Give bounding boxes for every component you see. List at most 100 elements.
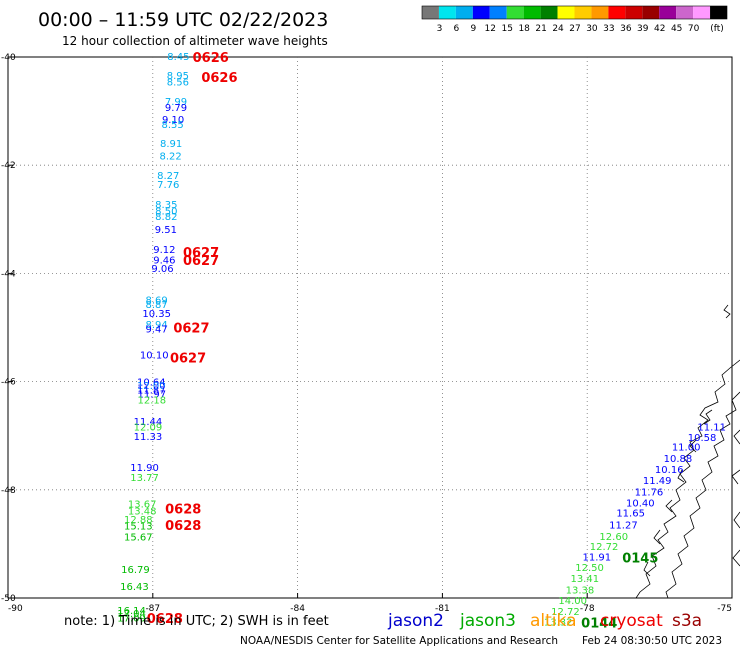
colorbar-swatch xyxy=(574,6,592,19)
footer-timestamp: Feb 24 08:30:50 UTC 2023 xyxy=(582,635,722,647)
wave-height-value: 13.32 xyxy=(544,617,573,628)
wave-height-value: 12.88 xyxy=(124,515,153,526)
colorbar-label: 3 xyxy=(437,24,443,34)
colorbar-swatch xyxy=(489,6,507,19)
colorbar-swatch xyxy=(472,6,490,19)
gridlines xyxy=(8,57,732,598)
wave-height-value: 11.11 xyxy=(697,423,726,434)
wave-height-value: 11.76 xyxy=(635,488,664,499)
wave-height-value: 8.95 xyxy=(167,71,189,82)
colorbar-label: 70 xyxy=(688,24,700,34)
wave-height-value: 12.18 xyxy=(138,396,167,407)
wave-height-value: 11.44 xyxy=(134,417,163,428)
wave-height-value: 10.35 xyxy=(142,309,171,320)
y-tick-label: -42 xyxy=(1,161,16,171)
pass-time-label: 0628 xyxy=(147,612,183,627)
colorbar-swatch xyxy=(438,6,456,19)
wave-height-value: 10.88 xyxy=(664,454,693,465)
wave-height-value: 11.97 xyxy=(138,390,167,401)
wave-height-value: 11.91 xyxy=(583,552,612,563)
plot-frame xyxy=(7,56,733,599)
colorbar-label: 39 xyxy=(637,24,649,34)
colorbar-swatch xyxy=(659,6,677,19)
wave-height-value: 8.27 xyxy=(157,171,179,182)
pass-time-label: 0627 xyxy=(170,351,206,366)
wave-height-value: 13.67 xyxy=(128,499,157,510)
wave-height-value: 17.04 xyxy=(117,609,146,620)
wave-height-value: 16.14 xyxy=(117,606,146,617)
colorbar-border xyxy=(421,5,728,20)
wave-height-value: 9.46 xyxy=(153,255,175,266)
colorbar-swatch xyxy=(506,6,524,19)
wave-height-value: 12.60 xyxy=(599,532,628,543)
wave-height-value: 16.79 xyxy=(121,565,150,576)
legend-s3a: s3a xyxy=(672,611,702,631)
wave-height-value: 11.87 xyxy=(137,385,166,396)
colorbar-swatch xyxy=(608,6,626,19)
colorbar-swatch xyxy=(642,6,660,19)
wave-height-value: 8.45 xyxy=(167,52,189,63)
wave-height-value: 9.51 xyxy=(155,225,177,236)
colorbar-swatch xyxy=(540,6,558,19)
x-tick-label: -84 xyxy=(290,604,305,614)
wave-height-value: 11.27 xyxy=(609,521,638,532)
wave-height-value: 11.33 xyxy=(134,432,163,443)
x-tick-label: -90 xyxy=(8,604,23,614)
wave-height-value: 13.48 xyxy=(128,506,157,517)
colorbar-unit: (ft) xyxy=(710,24,724,34)
wave-height-value: 10.64 xyxy=(137,378,166,389)
wave-height-value: 7.99 xyxy=(165,97,187,108)
wave-height-value: 8.82 xyxy=(155,212,177,223)
wave-height-value: 10.16 xyxy=(655,465,684,476)
wave-height-value: 15.67 xyxy=(124,532,153,543)
wave-height-value: 9.79 xyxy=(165,103,187,114)
x-tick-label: -78 xyxy=(580,604,595,614)
colorbar-label: 45 xyxy=(671,24,682,34)
data-points: 8.45 8.958.56 7.999.799.108.55 8.91 8.22 8.27… xyxy=(117,52,726,628)
colorbar-label: 36 xyxy=(620,24,632,34)
plot-area: 8.45 8.958.56 7.999.799.108.55 8.91 8.22 8.27… xyxy=(1,51,740,631)
wave-height-value: 15.13 xyxy=(124,522,153,533)
legend-jason2: jason2 xyxy=(387,611,444,631)
colorbar-label: 12 xyxy=(485,24,496,34)
coastline-segment xyxy=(723,304,731,319)
wave-height-value: 9.06 xyxy=(151,264,173,275)
wave-height-value: 16.43 xyxy=(120,582,149,593)
pass-time-label: 0628 xyxy=(165,503,201,518)
wave-height-value: 11.00 xyxy=(672,443,701,454)
colorbar-swatch xyxy=(422,6,439,19)
x-tick-label: -75 xyxy=(717,604,732,614)
wave-height-value: 10.10 xyxy=(140,351,169,362)
colorbar-label: 18 xyxy=(518,24,530,34)
time-labels: 0626062606270627062706270628062806280145… xyxy=(147,51,659,631)
colorbar-swatch xyxy=(455,6,473,19)
wave-height-value: 9.12 xyxy=(153,245,175,256)
x-tick-label: -81 xyxy=(435,604,450,614)
wave-height-value: 8.22 xyxy=(160,152,182,163)
legend-jason3: jason3 xyxy=(459,611,516,631)
wave-height-value: 10.58 xyxy=(688,433,717,444)
colorbar-swatch xyxy=(523,6,541,19)
wave-height-value: 12.72 xyxy=(590,542,619,553)
wave-height-value: 8.91 xyxy=(160,139,182,150)
pass-time-label: 0626 xyxy=(193,51,229,66)
wave-height-value: 8.35 xyxy=(155,200,177,211)
wave-height-value: 8.50 xyxy=(155,207,177,218)
axis-ticks: -40 -42 -44 -46 -48 -50-90 -87 -84 -81 -78 -75 xyxy=(1,53,733,614)
chart-subtitle: 12 hour collection of altimeter wave hei… xyxy=(62,34,328,48)
wave-height-value: 7.76 xyxy=(157,180,179,191)
colorbar-label: 24 xyxy=(552,24,564,34)
coastline-segment xyxy=(665,391,740,599)
pass-time-label: 0627 xyxy=(183,246,219,261)
colorbar-label: 42 xyxy=(654,24,665,34)
pass-time-label: 0144 xyxy=(581,616,617,631)
y-tick-label: -50 xyxy=(1,594,16,604)
coastline-segment xyxy=(643,409,713,577)
colorbar-swatch xyxy=(557,6,575,19)
colorbar-label: 15 xyxy=(501,24,512,34)
wave-height-value: 13.41 xyxy=(570,574,599,585)
coastline-segment xyxy=(731,429,740,567)
wave-height-value: 8.87 xyxy=(146,300,168,311)
colorbar-label: 30 xyxy=(586,24,598,34)
wave-height-value: 11.90 xyxy=(130,463,159,474)
